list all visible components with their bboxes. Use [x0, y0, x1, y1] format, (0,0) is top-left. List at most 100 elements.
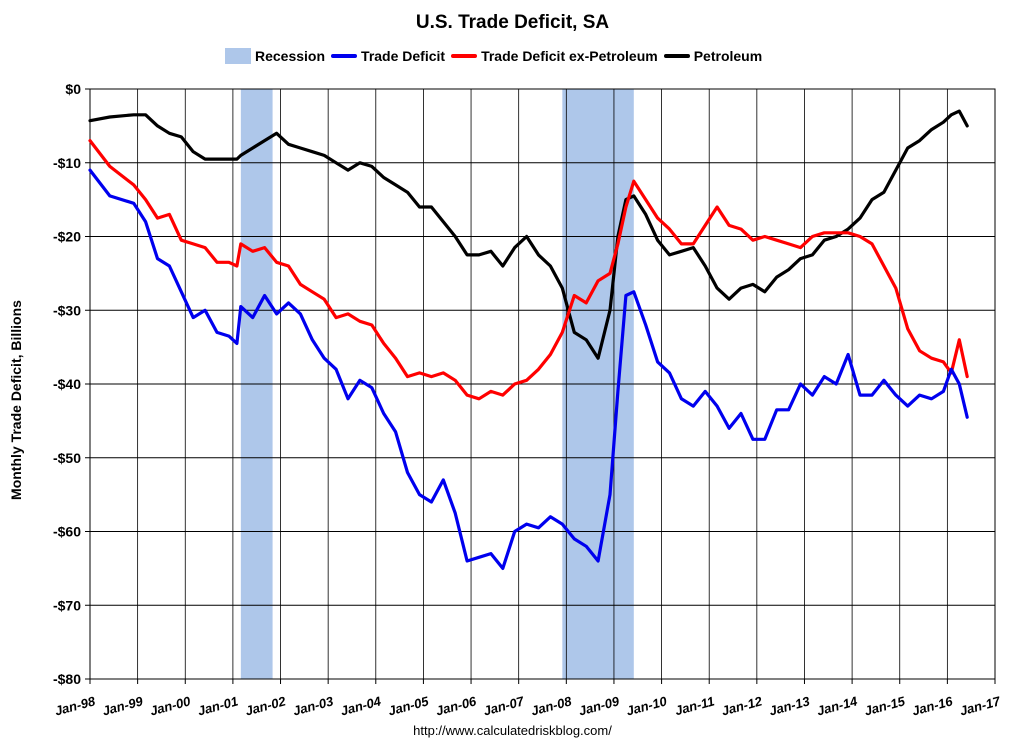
data-point-ex-petroleum	[311, 290, 314, 294]
data-point-ex-petroleum	[775, 238, 778, 242]
data-point-petroleum	[692, 246, 695, 249]
data-point-ex-petroleum	[227, 261, 231, 264]
data-point-trade-deficit	[573, 537, 576, 541]
data-point-trade-deficit	[453, 511, 457, 515]
data-point-petroleum	[668, 253, 671, 257]
data-point-trade-deficit	[942, 390, 945, 393]
plot-border	[89, 88, 996, 680]
data-point-petroleum	[704, 264, 707, 268]
data-point-trade-deficit	[346, 397, 350, 400]
data-point-trade-deficit	[644, 323, 647, 327]
data-point-petroleum	[370, 165, 374, 168]
data-point-ex-petroleum	[656, 216, 659, 220]
data-point-petroleum	[275, 132, 278, 135]
legend-label: Trade Deficit	[361, 48, 446, 64]
data-point-petroleum	[882, 191, 886, 194]
data-point-ex-petroleum	[811, 235, 814, 238]
data-point-trade-deficit	[442, 478, 445, 482]
data-point-trade-deficit	[144, 220, 147, 223]
data-point-petroleum	[966, 124, 969, 128]
data-point-ex-petroleum	[573, 294, 576, 297]
data-point-ex-petroleum	[942, 360, 945, 364]
data-point-ex-petroleum	[418, 371, 421, 375]
data-point-petroleum	[763, 290, 766, 294]
data-point-trade-deficit	[513, 530, 516, 533]
data-point-trade-deficit	[311, 338, 314, 341]
data-point-trade-deficit	[739, 412, 743, 415]
x-tick-label: Jan-07	[482, 693, 526, 718]
data-point-petroleum	[799, 257, 802, 260]
data-point-petroleum	[846, 227, 850, 231]
data-point-trade-deficit	[751, 438, 755, 441]
data-point-ex-petroleum	[763, 235, 766, 238]
data-point-petroleum	[227, 157, 231, 161]
data-point-ex-petroleum	[501, 393, 505, 397]
data-point-petroleum	[680, 250, 683, 253]
x-tick-label: Jan-08	[529, 693, 573, 718]
data-point-petroleum	[215, 157, 219, 161]
data-point-trade-deficit	[835, 382, 838, 386]
x-tick-label: Jan-11	[673, 693, 716, 718]
data-point-petroleum	[751, 283, 755, 286]
data-point-ex-petroleum	[477, 397, 481, 400]
data-point-ex-petroleum	[680, 242, 683, 246]
data-point-trade-deficit	[549, 515, 552, 518]
data-point-ex-petroleum	[406, 375, 409, 378]
data-point-ex-petroleum	[192, 242, 195, 246]
data-point-trade-deficit	[870, 393, 874, 397]
data-point-trade-deficit	[235, 342, 239, 345]
data-point-ex-petroleum	[346, 312, 350, 316]
data-point-petroleum	[489, 250, 493, 253]
data-point-petroleum	[918, 139, 921, 142]
data-point-ex-petroleum	[616, 242, 620, 246]
data-point-trade-deficit	[656, 360, 659, 364]
data-point-petroleum	[235, 157, 239, 161]
data-point-trade-deficit	[334, 368, 338, 371]
data-point-petroleum	[192, 150, 195, 153]
data-point-petroleum	[906, 146, 909, 150]
data-point-petroleum	[958, 109, 961, 113]
y-tick-label: -$20	[53, 229, 81, 245]
y-tick-label: -$60	[53, 524, 81, 540]
data-point-trade-deficit	[823, 375, 826, 378]
data-point-petroleum	[858, 216, 862, 220]
data-point-trade-deficit	[263, 294, 266, 297]
data-point-petroleum	[835, 235, 838, 238]
data-point-ex-petroleum	[239, 242, 243, 246]
data-point-ex-petroleum	[370, 323, 374, 327]
data-point-petroleum	[525, 235, 528, 238]
data-point-petroleum	[727, 297, 731, 301]
data-point-trade-deficit	[624, 294, 628, 297]
data-point-ex-petroleum	[489, 390, 493, 393]
x-tick-label: Jan-06	[434, 693, 478, 718]
data-point-petroleum	[787, 268, 790, 271]
legend-item-trade-deficit: Trade Deficit	[331, 48, 445, 64]
data-point-trade-deficit	[537, 526, 540, 530]
data-point-petroleum	[930, 128, 933, 131]
data-point-trade-deficit	[132, 202, 135, 205]
data-point-ex-petroleum	[465, 393, 469, 397]
data-point-trade-deficit	[950, 368, 953, 371]
data-point-petroleum	[382, 176, 385, 179]
data-point-petroleum	[144, 113, 147, 117]
data-point-trade-deficit	[501, 567, 505, 570]
data-point-ex-petroleum	[624, 205, 628, 209]
data-point-trade-deficit	[616, 390, 620, 393]
x-tick-label: Jan-17	[958, 693, 1002, 718]
data-point-ex-petroleum	[751, 238, 755, 242]
y-tick-label: -$30	[53, 302, 81, 318]
data-point-petroleum	[394, 183, 397, 187]
data-point-petroleum	[950, 113, 953, 117]
data-point-ex-petroleum	[299, 283, 302, 286]
data-point-ex-petroleum	[715, 205, 719, 209]
legend-swatch	[225, 48, 251, 64]
data-point-trade-deficit	[727, 427, 731, 430]
data-point-trade-deficit	[894, 393, 897, 397]
data-point-trade-deficit	[88, 168, 92, 172]
data-point-petroleum	[477, 253, 481, 257]
data-point-petroleum	[775, 275, 778, 279]
data-point-ex-petroleum	[88, 139, 92, 142]
data-point-trade-deficit	[680, 397, 683, 400]
data-point-ex-petroleum	[358, 320, 362, 323]
